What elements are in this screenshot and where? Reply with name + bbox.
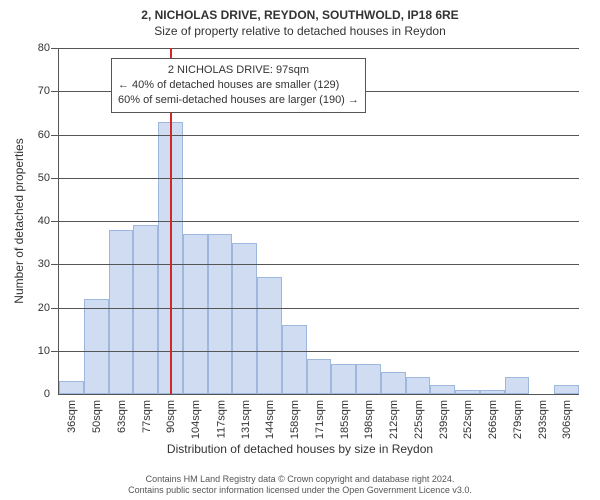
x-tick-label: 306sqm [562, 400, 574, 439]
x-tick-label: 158sqm [289, 400, 301, 439]
annotation-line-3: 60% of semi-detached houses are larger (… [118, 93, 359, 108]
bar [183, 234, 208, 394]
x-tick-label: 131sqm [240, 400, 252, 439]
gridline [59, 308, 579, 309]
bar [257, 277, 282, 394]
bar [480, 390, 505, 394]
title-sub: Size of property relative to detached ho… [0, 22, 600, 38]
plot-area: 2 NICHOLAS DRIVE: 97sqm ← 40% of detache… [58, 48, 579, 395]
x-tick-label: 266sqm [487, 400, 499, 439]
bar [59, 381, 84, 394]
bar [505, 377, 530, 394]
x-tick-label: 117sqm [215, 400, 227, 438]
bar [381, 372, 406, 394]
gridline [59, 48, 579, 49]
annotation-box: 2 NICHOLAS DRIVE: 97sqm ← 40% of detache… [111, 58, 366, 113]
footer-line-1: Contains HM Land Registry data © Crown c… [0, 474, 600, 485]
y-tick-label: 70 [20, 85, 50, 97]
bar [307, 359, 332, 394]
gridline [59, 351, 579, 352]
gridline [59, 135, 579, 136]
bar [455, 390, 480, 394]
x-tick-label: 77sqm [141, 400, 153, 433]
x-tick-label: 144sqm [264, 400, 276, 439]
x-tick-label: 212sqm [388, 400, 400, 439]
bar [282, 325, 307, 394]
y-tick-label: 10 [20, 345, 50, 357]
bar [84, 299, 109, 394]
x-tick-label: 36sqm [66, 400, 78, 433]
x-axis-title: Distribution of detached houses by size … [0, 442, 600, 456]
bar [208, 234, 233, 394]
gridline [59, 264, 579, 265]
x-tick-label: 90sqm [165, 400, 177, 433]
bar [406, 377, 431, 394]
x-tick-label: 198sqm [364, 400, 376, 439]
x-tick-label: 104sqm [190, 400, 202, 439]
gridline [59, 178, 579, 179]
footer: Contains HM Land Registry data © Crown c… [0, 474, 600, 497]
bar [356, 364, 381, 394]
y-tick-label: 0 [20, 388, 50, 400]
bar [331, 364, 356, 394]
y-tick-label: 80 [20, 42, 50, 54]
x-tick-label: 239sqm [438, 400, 450, 439]
chart: 2 NICHOLAS DRIVE: 97sqm ← 40% of detache… [58, 48, 578, 428]
gridline [59, 221, 579, 222]
bar [430, 385, 455, 394]
bar [109, 230, 134, 394]
x-tick-label: 185sqm [339, 400, 351, 439]
y-axis-title: Number of detached properties [12, 138, 26, 303]
x-tick-label: 171sqm [314, 400, 326, 439]
title-main: 2, NICHOLAS DRIVE, REYDON, SOUTHWOLD, IP… [0, 0, 600, 22]
x-labels-layer: 36sqm 50sqm 63sqm 77sqm 90sqm 104sqm 117sqm 131… [58, 396, 578, 436]
x-tick-label: 279sqm [512, 400, 524, 439]
footer-line-2: Contains public sector information licen… [0, 485, 600, 496]
annotation-line-1: 2 NICHOLAS DRIVE: 97sqm [118, 63, 359, 78]
x-tick-label: 225sqm [413, 400, 425, 439]
x-tick-label: 50sqm [91, 400, 103, 433]
x-tick-label: 63sqm [116, 400, 128, 433]
annotation-line-2: ← 40% of detached houses are smaller (12… [118, 78, 359, 93]
bar [232, 243, 257, 394]
bar [554, 385, 579, 394]
bar [133, 225, 158, 394]
x-tick-label: 252sqm [463, 400, 475, 439]
x-tick-label: 293sqm [537, 400, 549, 439]
